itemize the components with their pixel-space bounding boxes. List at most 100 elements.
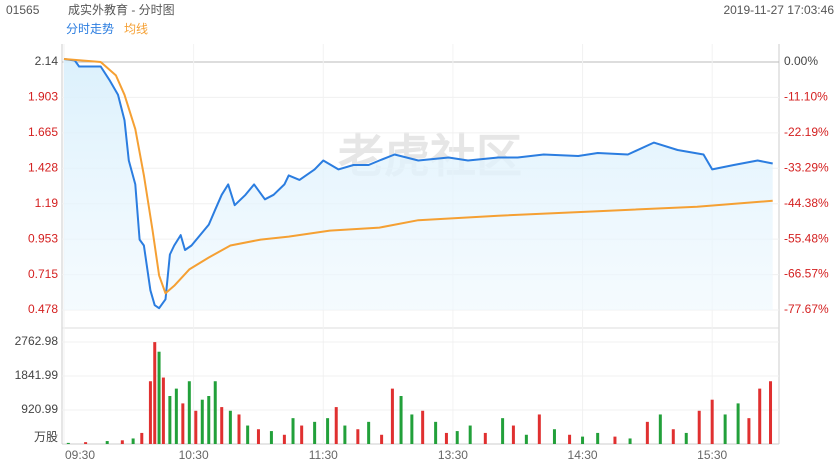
volume-bar xyxy=(291,418,295,444)
y2-tick-label: -55.48% xyxy=(784,231,829,245)
volume-bar xyxy=(399,396,403,444)
x-tick-label: 09:30 xyxy=(65,448,95,462)
volume-bar xyxy=(421,410,425,444)
vol-tick-label: 920.99 xyxy=(21,402,58,416)
volume-bar xyxy=(194,410,198,444)
volume-bar xyxy=(390,388,394,444)
volume-bar xyxy=(200,399,204,444)
y-tick-label: 1.665 xyxy=(28,125,58,139)
volume-bar xyxy=(246,425,250,444)
volume-bar xyxy=(434,421,438,444)
volume-bar xyxy=(671,429,675,444)
volume-bar xyxy=(334,407,338,444)
volume-bar xyxy=(256,429,260,444)
volume-bar xyxy=(228,410,232,444)
volume-bar xyxy=(524,434,528,444)
volume-bar xyxy=(511,425,515,444)
volume-bar xyxy=(455,431,459,444)
volume-bar xyxy=(356,429,360,444)
volume-bar xyxy=(596,432,600,444)
x-tick-label: 13:30 xyxy=(438,448,468,462)
volume-bar xyxy=(140,432,144,444)
legend-label: 均线 xyxy=(124,22,148,36)
volume-bar xyxy=(568,434,572,444)
price-area xyxy=(64,59,773,310)
volume-bar xyxy=(581,436,585,444)
y-tick-label: 1.903 xyxy=(28,90,58,104)
volume-bar xyxy=(148,381,152,444)
y-tick-label: 1.19 xyxy=(35,196,59,210)
legend-label: 分时走势 xyxy=(66,22,114,36)
y2-tick-label: -66.57% xyxy=(784,267,829,281)
volume-bar xyxy=(269,431,273,444)
y-tick-label: 1.428 xyxy=(28,160,58,174)
vol-tick-label: 2762.98 xyxy=(15,334,59,348)
y2-tick-label: -11.10% xyxy=(784,90,828,104)
volume-bar xyxy=(313,421,317,444)
volume-bar xyxy=(161,377,165,444)
stock-title: 成实外教育 - 分时图 xyxy=(68,2,175,17)
volume-bar xyxy=(747,418,751,444)
volume-bar xyxy=(282,434,286,444)
volume-bar xyxy=(684,432,688,444)
volume-bar xyxy=(468,425,472,444)
volume-bar xyxy=(207,396,211,444)
volume-bar xyxy=(220,407,224,444)
volume-bar xyxy=(736,403,740,444)
legend: 分时走势 均线 xyxy=(66,22,148,36)
volume-bar xyxy=(367,421,371,444)
volume-bar xyxy=(552,429,556,444)
volume-bar xyxy=(326,418,330,444)
volume-bar xyxy=(66,442,70,444)
volume-bar xyxy=(120,440,124,444)
y2-tick-label: -44.38% xyxy=(784,196,829,210)
vol-tick-label: 1841.99 xyxy=(15,368,59,382)
y2-tick-label: -33.29% xyxy=(784,160,829,174)
volume-bar xyxy=(410,414,414,444)
y-tick-label: 0.953 xyxy=(28,231,58,245)
volume-bar xyxy=(723,414,727,444)
volume-bar xyxy=(187,381,191,444)
volume-bar xyxy=(174,388,178,444)
price-line xyxy=(63,58,773,310)
volume-bar xyxy=(380,434,384,444)
volume-bar xyxy=(168,396,172,444)
volume-bar xyxy=(343,425,347,444)
y-tick-label: 0.478 xyxy=(28,302,58,316)
volume-bar xyxy=(697,410,701,444)
volume-bar xyxy=(645,421,649,444)
y2-tick-label: 0.00% xyxy=(784,54,818,68)
volume-bar xyxy=(153,342,157,444)
y-tick-label: 2.14 xyxy=(35,54,59,68)
average-line xyxy=(63,58,773,295)
y-tick-label: 0.715 xyxy=(28,267,58,281)
volume-bar xyxy=(84,442,88,444)
x-tick-label: 10:30 xyxy=(179,448,209,462)
x-tick-label: 14:30 xyxy=(568,448,598,462)
stock-code: 01565 xyxy=(6,3,40,17)
vol-unit: 万股 xyxy=(34,430,58,444)
volume-bar xyxy=(628,438,632,444)
y2-tick-label: -22.19% xyxy=(784,125,829,139)
volume-bar xyxy=(658,414,662,444)
volume-bar xyxy=(181,403,185,444)
x-tick-label: 11:30 xyxy=(309,448,338,462)
volume-bar xyxy=(769,381,773,444)
volume-bar xyxy=(710,399,714,444)
y2-tick-label: -77.67% xyxy=(784,302,829,316)
volume-bar xyxy=(501,418,505,444)
volume-bar xyxy=(105,441,109,444)
datetime: 2019-11-27 17:03:46 xyxy=(723,3,834,17)
x-tick-label: 15:30 xyxy=(697,448,727,462)
volume-bar xyxy=(758,388,762,444)
volume-bar xyxy=(237,414,241,444)
volume-bar xyxy=(157,351,161,444)
volume-bar xyxy=(483,432,487,444)
volume-bar xyxy=(444,432,448,444)
volume-bar xyxy=(213,381,217,444)
volume-bar xyxy=(131,438,135,444)
volume-bar xyxy=(537,414,541,444)
volume-bar xyxy=(613,436,617,444)
volume-bar xyxy=(300,425,304,444)
